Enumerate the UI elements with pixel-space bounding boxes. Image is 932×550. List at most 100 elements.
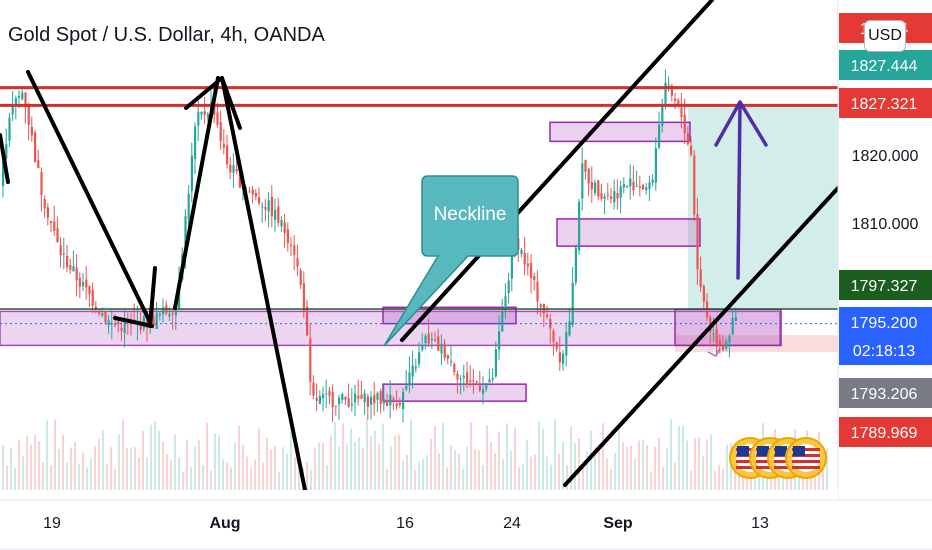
volume-bar xyxy=(186,439,188,490)
volume-bar xyxy=(722,468,724,490)
candle-body xyxy=(34,132,37,163)
volume-bar xyxy=(534,454,536,490)
candle-body xyxy=(690,145,693,155)
candle-body xyxy=(53,221,56,231)
price-label-box xyxy=(839,270,932,300)
candle-body xyxy=(222,144,225,148)
candle-body xyxy=(677,100,680,105)
volume-bar xyxy=(690,470,692,490)
volume-bar xyxy=(262,462,264,490)
candle-body xyxy=(520,249,523,254)
candle-body xyxy=(251,189,254,195)
volume-bar xyxy=(358,437,360,490)
candle-body xyxy=(574,247,577,283)
candle-body xyxy=(117,321,120,325)
candle-body xyxy=(600,193,603,199)
flag-stripe xyxy=(736,466,764,469)
volume-bar xyxy=(530,456,532,490)
volume-bar xyxy=(198,439,200,490)
volume-bar xyxy=(726,444,728,490)
volume-bar xyxy=(334,422,336,490)
candle-body xyxy=(322,394,325,398)
volume-bar xyxy=(14,467,16,490)
candle-body xyxy=(466,372,469,385)
volume-bar xyxy=(514,427,516,490)
volume-bar xyxy=(226,462,228,490)
candle-body xyxy=(610,196,613,199)
flag-stripe xyxy=(736,448,764,451)
x-tick-label: 13 xyxy=(751,515,769,532)
x-tick-label: Sep xyxy=(603,515,633,532)
volume-bar xyxy=(526,439,528,490)
volume-bar xyxy=(366,418,368,490)
volume-bar xyxy=(206,422,208,490)
candle-body xyxy=(664,82,667,104)
candle-body xyxy=(562,353,565,364)
volume-bar xyxy=(66,462,68,490)
candle-body xyxy=(629,178,632,187)
volume-bar xyxy=(162,441,164,490)
volume-bar xyxy=(54,419,56,490)
volume-bar xyxy=(682,425,684,490)
volume-bar xyxy=(274,445,276,490)
candle-body xyxy=(248,191,251,193)
trend-line-1 xyxy=(26,70,152,324)
candle-body xyxy=(40,172,43,196)
candle-body xyxy=(565,332,568,356)
candle-body xyxy=(264,206,267,210)
price-label-text: 1827.321 xyxy=(851,96,918,113)
candle-body xyxy=(206,114,209,117)
candle-body xyxy=(587,169,590,184)
candle-body xyxy=(75,267,78,281)
candle-body xyxy=(299,270,302,285)
volume-bar xyxy=(594,447,596,490)
volume-bar xyxy=(462,468,464,490)
volume-bar xyxy=(658,437,660,490)
volume-bar xyxy=(266,437,268,490)
candle-body xyxy=(597,180,600,197)
candle-body xyxy=(168,313,171,317)
volume-bar xyxy=(678,425,680,490)
candle-body xyxy=(152,315,155,327)
volume-bar xyxy=(378,444,380,490)
event-flags[interactable] xyxy=(729,437,827,479)
volume-bar xyxy=(250,468,252,490)
candle-body xyxy=(488,379,491,383)
x-tick-label: Aug xyxy=(209,515,240,532)
candle-body xyxy=(440,344,443,354)
volume-bar xyxy=(394,435,396,490)
candle-body xyxy=(526,263,529,267)
candle-body xyxy=(66,255,69,268)
volume-bar xyxy=(134,447,136,490)
volume-bar xyxy=(442,422,444,490)
volume-bar xyxy=(126,447,128,490)
us-flag-event-icon[interactable] xyxy=(785,437,827,479)
candle-body xyxy=(430,338,433,341)
candle-body xyxy=(661,106,664,127)
candle-body xyxy=(683,114,686,134)
candle-body xyxy=(85,279,88,288)
candle-body xyxy=(642,184,645,190)
candle-body xyxy=(453,364,456,373)
volume-bar xyxy=(86,467,88,490)
time-axis: 19 Aug 16 24 Sep 13 xyxy=(0,490,932,550)
candle-body xyxy=(702,286,705,302)
volume-bar xyxy=(90,458,92,490)
candle-body xyxy=(62,253,65,255)
currency-button[interactable]: USD xyxy=(864,20,906,52)
candle-body xyxy=(456,373,459,380)
candle-body xyxy=(475,381,478,383)
volume-bar xyxy=(490,442,492,490)
volume-bar xyxy=(290,432,292,490)
price-label-text: 1795.200 xyxy=(851,315,918,332)
candle-body xyxy=(283,222,286,233)
candle-body xyxy=(411,365,414,377)
candle-body xyxy=(347,398,350,407)
volume-bar xyxy=(550,464,552,490)
volume-bar xyxy=(606,458,608,490)
volume-bar xyxy=(294,457,296,490)
candle-body xyxy=(626,185,629,188)
volume-bar xyxy=(618,427,620,490)
target-arrow-shaft xyxy=(736,102,742,280)
